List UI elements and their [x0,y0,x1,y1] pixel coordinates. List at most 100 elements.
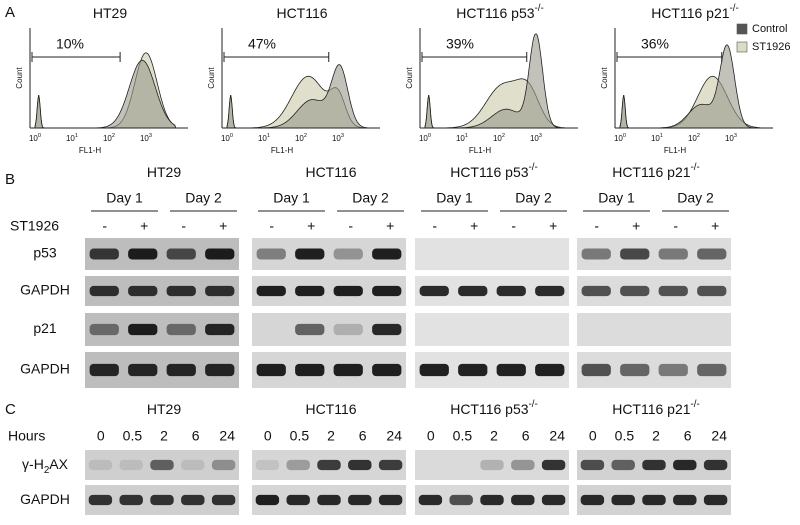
band [611,494,635,506]
cell-line-title-sup: -/- [691,399,700,410]
hour-label: 0.5 [453,428,473,444]
band [333,285,363,297]
x-tick-label-sup: 1 [267,133,270,139]
cell-line-title-sup: -/- [529,162,538,173]
legend-label: Control [752,23,787,35]
hour-label: 24 [386,428,402,444]
treatment-sign: + [549,218,557,234]
hour-label: 0.5 [290,428,310,444]
band [88,459,113,471]
band [205,363,235,377]
x-tick-label-text: 10 [258,134,267,143]
legend-swatch [736,41,748,53]
cell-line-title-sup: -/- [529,399,538,410]
treatment-sign: - [673,218,678,234]
band [658,285,688,297]
x-tick-label-text: 10 [103,134,112,143]
x-tick-label-sup: 3 [734,133,737,139]
cell-line-title: HT29 [147,401,181,417]
x-tick-label: 102 [688,133,700,143]
blot [415,238,569,270]
cell-line-title: HCT116 p53-/- [450,162,538,180]
cell-line-title-sup: -/- [691,162,700,173]
day-label: Day 2 [515,190,552,206]
band [89,285,119,297]
x-tick-label-text: 10 [688,134,697,143]
x-axis-label: FL1-H [271,146,293,155]
treatment-sign: + [219,218,227,234]
x-tick-label-sup: 2 [304,133,307,139]
band [458,285,488,297]
x-tick-label: 103 [332,133,344,143]
band [256,285,286,297]
treatment-sign: - [511,218,516,234]
band [119,494,143,506]
cell-line-title-text: HT29 [147,164,181,180]
band [642,459,666,471]
band [620,285,650,297]
day-label: Day 1 [436,190,473,206]
band [581,363,611,377]
day-label: Day 1 [106,190,143,206]
band [295,363,325,377]
day-label: Day 2 [677,190,714,206]
band [119,459,143,471]
band [166,248,196,260]
band [205,285,235,297]
x-tick-label-sup: 0 [230,133,233,139]
hour-label: 24 [549,428,565,444]
panel-letter: A [5,4,15,21]
band [128,363,158,377]
x-tick-label-sup: 3 [149,133,152,139]
band [449,494,473,506]
treatment-sign: + [711,218,719,234]
band [372,363,402,377]
cell-line-title-text: HCT116 p21 [612,164,691,180]
band [286,459,310,471]
percent: 36% [641,36,669,52]
cell-line-title: HCT116 p53-/- [456,3,544,21]
x-tick-label-sup: 3 [539,133,542,139]
band [496,285,526,297]
x-tick-label-sup: 0 [38,133,41,139]
hour-label: 0 [589,428,597,444]
histogram [34,59,177,129]
band [658,248,688,260]
x-tick-label: 100 [29,133,41,143]
x-tick-label: 101 [651,133,663,143]
band [295,323,325,336]
band [581,285,611,297]
row-label-text: GAPDH [20,491,70,507]
hour-label: 0 [97,428,105,444]
x-tick-label: 103 [530,133,542,143]
band [89,323,119,336]
band [317,494,341,506]
percent: 47% [248,36,276,52]
x-tick-label-sup: 1 [660,133,663,139]
x-tick-label-text: 10 [221,134,230,143]
hour-label: 24 [711,428,727,444]
band [348,494,372,506]
band [181,459,205,471]
band [348,459,372,471]
treatment-sign: + [140,218,148,234]
band [372,285,402,297]
hour-label: 0.5 [123,428,143,444]
treatment-sign: + [470,218,478,234]
band [88,494,113,506]
treatment-sign: - [432,218,437,234]
y-axis-label: Count [15,67,24,89]
cell-line-title: HCT116 [305,401,356,417]
band [286,494,310,506]
cell-line-title: HCT116 p21-/- [651,3,739,21]
band [480,494,504,506]
y-axis-label: Count [405,67,414,89]
band [419,285,449,297]
band [89,248,119,260]
band [511,494,535,506]
cell-line-title-text: HT29 [147,401,181,417]
band [372,323,402,336]
x-tick-label: 101 [258,133,270,143]
x-tick-label: 101 [456,133,468,143]
